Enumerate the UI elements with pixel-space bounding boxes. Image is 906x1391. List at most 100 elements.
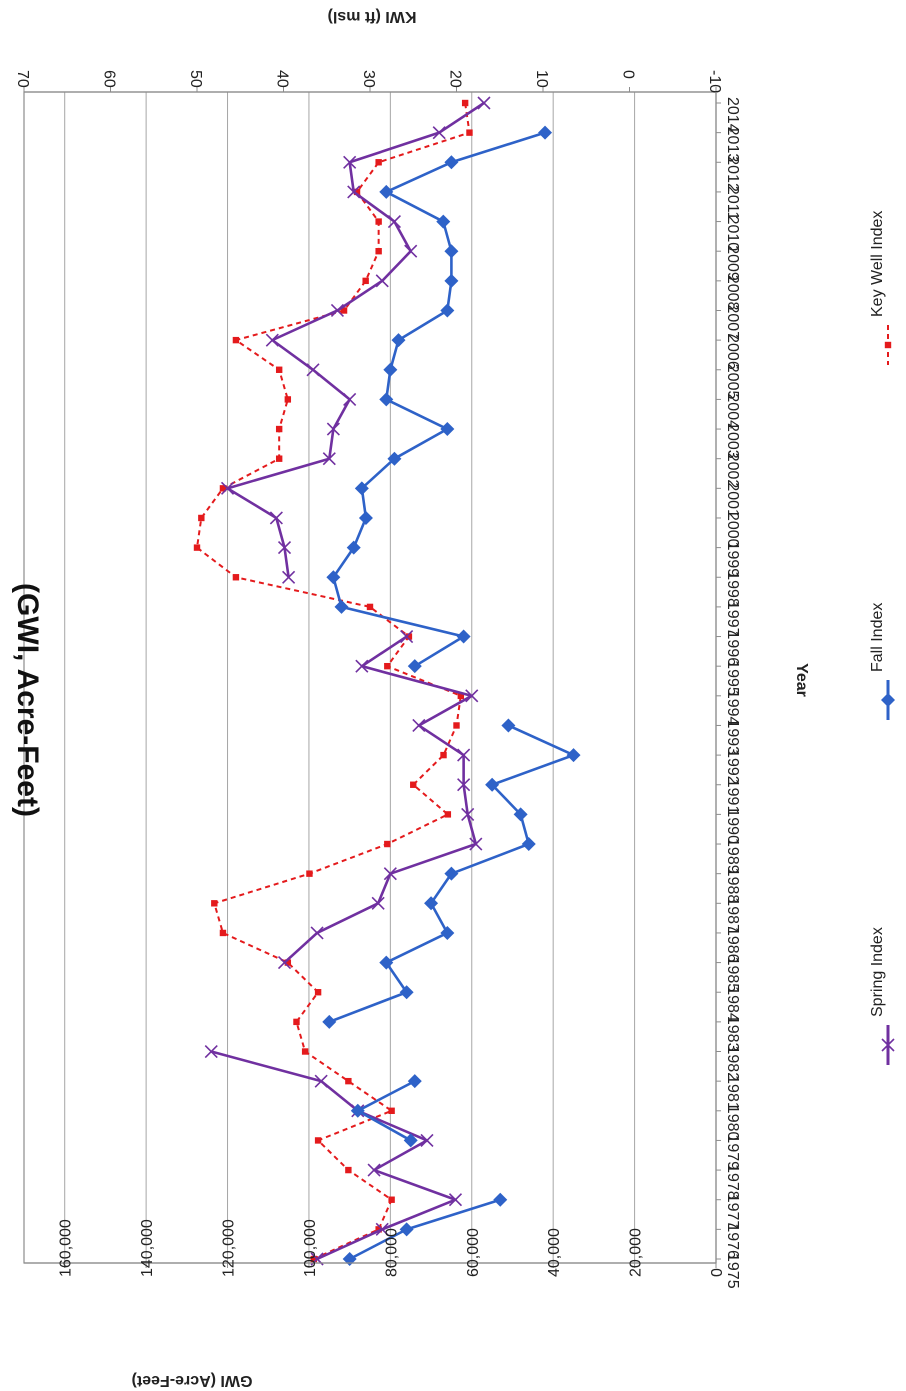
kwi-tick-label: 0 xyxy=(620,70,637,79)
year-tick-label: 2001 xyxy=(724,482,741,518)
data-point-spring-index xyxy=(465,689,479,703)
kwi-tick-label: -10 xyxy=(706,70,723,93)
year-tick-label: 1982 xyxy=(724,1046,741,1082)
data-point-fall-index xyxy=(399,1222,414,1237)
series-fall-index xyxy=(322,125,581,1266)
data-point-spring-index xyxy=(400,629,414,644)
gwi-tick-label: 60,000 xyxy=(465,1228,482,1277)
data-point-key-well-index xyxy=(388,1107,395,1114)
data-point-fall-index xyxy=(513,807,528,822)
chart-title: (GWI, Acre-Feet) xyxy=(11,583,44,817)
gwi-tick-label: 0 xyxy=(709,1268,726,1277)
data-point-key-well-index xyxy=(457,692,465,700)
data-point-key-well-index xyxy=(284,959,292,966)
data-point-fall-index xyxy=(354,481,369,496)
data-point-key-well-index xyxy=(219,485,227,492)
data-point-fall-index xyxy=(444,273,459,288)
year-tick-label: 1980 xyxy=(724,1105,741,1141)
year-tick-label: 2000 xyxy=(724,512,741,548)
data-point-spring-index xyxy=(277,541,292,555)
year-tick-label: 2011 xyxy=(724,186,741,221)
data-point-spring-index xyxy=(448,1193,463,1207)
year-tick-label: 2013 xyxy=(724,127,741,163)
data-point-key-well-index xyxy=(375,248,382,255)
data-point-key-well-index xyxy=(232,336,240,344)
data-point-spring-index xyxy=(277,956,292,970)
kwi-tick-label: 70 xyxy=(14,70,31,88)
data-point-fall-index xyxy=(350,1103,365,1118)
data-point-fall-index xyxy=(379,955,394,970)
data-point-fall-index xyxy=(444,155,459,170)
gwi-tick-label: 20,000 xyxy=(628,1228,645,1277)
kwi-axis-label: KWI (ft msl) xyxy=(328,8,417,25)
year-tick-label: 2006 xyxy=(724,334,741,370)
data-point-spring-index xyxy=(282,570,296,584)
gwi-tick-label: 160,000 xyxy=(58,1219,75,1277)
kwi-tick-label: 10 xyxy=(533,70,550,88)
kwi-tick-label: 40 xyxy=(274,70,291,88)
year-tick-label: 1989 xyxy=(724,838,741,874)
data-point-key-well-index xyxy=(284,396,292,403)
data-point-key-well-index xyxy=(362,277,369,285)
year-tick-label: 2003 xyxy=(724,423,741,459)
legend-label: Spring Index xyxy=(869,927,886,1017)
year-tick-label: 1981 xyxy=(724,1075,741,1111)
data-point-spring-index xyxy=(412,718,426,733)
data-point-key-well-index xyxy=(345,1166,352,1174)
year-tick-label: 2014 xyxy=(724,97,741,133)
data-point-key-well-index xyxy=(440,751,447,759)
data-point-fall-index xyxy=(493,1192,508,1207)
data-point-key-well-index xyxy=(314,1137,322,1144)
legend-item-fall-index: Fall Index xyxy=(869,603,895,720)
year-tick-label: 1984 xyxy=(724,986,741,1022)
data-point-spring-index xyxy=(306,363,320,377)
data-point-fall-index xyxy=(436,214,451,229)
year-tick-label: 1979 xyxy=(724,1134,741,1170)
data-point-spring-index xyxy=(477,96,491,110)
year-tick-label: 1987 xyxy=(724,897,741,933)
data-point-key-well-index xyxy=(405,633,413,640)
data-point-fall-index xyxy=(538,125,553,140)
data-point-fall-index xyxy=(358,510,373,525)
data-point-spring-index xyxy=(383,867,397,881)
data-point-key-well-index xyxy=(444,811,452,818)
data-point-key-well-index xyxy=(232,574,240,581)
kwi-tick-label: 60 xyxy=(101,70,118,88)
year-tick-label: 1992 xyxy=(724,749,741,785)
series-key-well-index xyxy=(193,99,473,1263)
data-point-key-well-index xyxy=(306,870,313,877)
data-point-key-well-index xyxy=(410,781,417,788)
series-line-spring-index xyxy=(226,101,485,578)
year-tick-label: 2010 xyxy=(724,216,741,252)
data-point-key-well-index xyxy=(461,99,469,107)
data-point-spring-index xyxy=(375,274,389,288)
gwi-tick-label: 80,000 xyxy=(383,1228,400,1277)
gridlines xyxy=(64,92,717,1263)
data-point-key-well-index xyxy=(193,544,201,551)
data-point-spring-index xyxy=(220,481,235,495)
legend-label: Fall Index xyxy=(869,603,886,672)
plot-area xyxy=(23,91,717,1266)
data-point-key-well-index xyxy=(384,662,391,670)
data-point-key-well-index xyxy=(275,366,283,373)
data-point-key-well-index xyxy=(219,929,227,937)
data-point-key-well-index xyxy=(353,188,361,196)
legend-label: Key Well Index xyxy=(869,211,886,317)
data-point-fall-index xyxy=(383,362,398,377)
kwi-axis: -10 0 10 20 30 40 50 60 70 xyxy=(14,70,723,93)
data-point-fall-index xyxy=(322,1014,337,1029)
data-point-key-well-index xyxy=(340,307,348,314)
data-point-spring-index xyxy=(387,214,401,229)
year-axis-label: Year xyxy=(793,663,810,697)
data-point-fall-index xyxy=(326,570,341,585)
data-point-fall-index xyxy=(521,837,536,852)
data-point-fall-index xyxy=(407,1074,422,1089)
year-tick-label: 1995 xyxy=(724,660,741,696)
series-line-spring-index xyxy=(210,1050,457,1261)
data-point-fall-index xyxy=(399,985,414,1000)
kwi-tick-label: 20 xyxy=(447,70,464,88)
gwi-tick-label: 140,000 xyxy=(139,1219,156,1277)
kwi-tick-label: 50 xyxy=(187,70,204,88)
data-point-fall-index xyxy=(424,896,439,911)
data-point-fall-index xyxy=(456,629,471,644)
